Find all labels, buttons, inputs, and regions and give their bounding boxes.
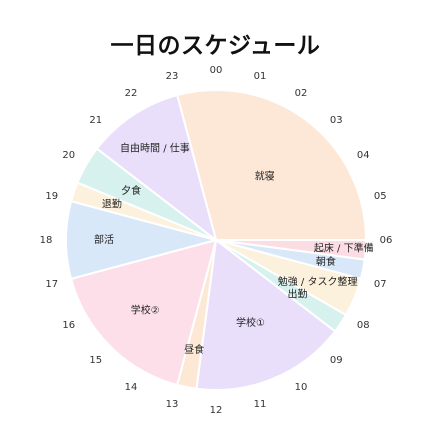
- hour-label-21: 21: [89, 115, 102, 126]
- hour-label-07: 07: [374, 279, 387, 290]
- hour-label-01: 01: [254, 71, 267, 82]
- hour-label-17: 17: [45, 279, 58, 290]
- slice-11: [95, 93, 218, 243]
- slice-label-6: 昼食: [184, 343, 204, 356]
- hour-label-16: 16: [62, 320, 75, 331]
- hour-label-20: 20: [62, 150, 75, 161]
- hour-label-15: 15: [89, 355, 102, 366]
- slice-label-2: 朝食: [316, 255, 336, 268]
- hour-label-06: 06: [380, 235, 393, 246]
- hour-label-03: 03: [330, 115, 343, 126]
- slices-layer: [65, 89, 368, 392]
- slice-0: [175, 89, 368, 241]
- hour-label-11: 11: [254, 399, 267, 410]
- slice-label-11: 自由時間 / 仕事: [120, 142, 190, 155]
- page-title: 一日のスケジュール: [110, 33, 321, 59]
- slice-label-9: 退勤: [102, 198, 122, 211]
- hour-label-23: 23: [166, 71, 179, 82]
- hour-label-00: 00: [210, 65, 223, 76]
- hour-label-19: 19: [45, 191, 58, 202]
- hour-label-09: 09: [330, 355, 343, 366]
- slice-label-5: 学校①: [236, 316, 265, 329]
- hour-label-22: 22: [125, 88, 138, 99]
- slice-5: [195, 238, 337, 392]
- slice-label-10: 夕食: [121, 184, 141, 197]
- slice-label-8: 部活: [94, 233, 114, 246]
- hour-label-18: 18: [40, 235, 53, 246]
- hour-label-14: 14: [125, 382, 138, 393]
- hour-label-12: 12: [210, 405, 223, 416]
- slice-7: [69, 238, 218, 387]
- hour-label-13: 13: [166, 399, 179, 410]
- slice-label-1: 起床 / 下準備: [314, 241, 374, 254]
- hour-label-08: 08: [357, 320, 370, 331]
- slice-label-4: 出勤: [287, 287, 307, 300]
- hour-label-02: 02: [295, 88, 308, 99]
- slice-label-7: 学校②: [131, 304, 160, 317]
- slice-label-0: 就寝: [255, 170, 275, 183]
- hour-label-05: 05: [374, 191, 387, 202]
- hour-labels-layer: 00 01 02 03 04 05 06 07 08 09 10 11 12 13 14 15 16 17 18 19…: [40, 65, 393, 416]
- hour-label-04: 04: [357, 150, 370, 161]
- slice-label-3: 勉強 / タスク整理: [278, 275, 358, 288]
- hour-label-10: 10: [295, 382, 308, 393]
